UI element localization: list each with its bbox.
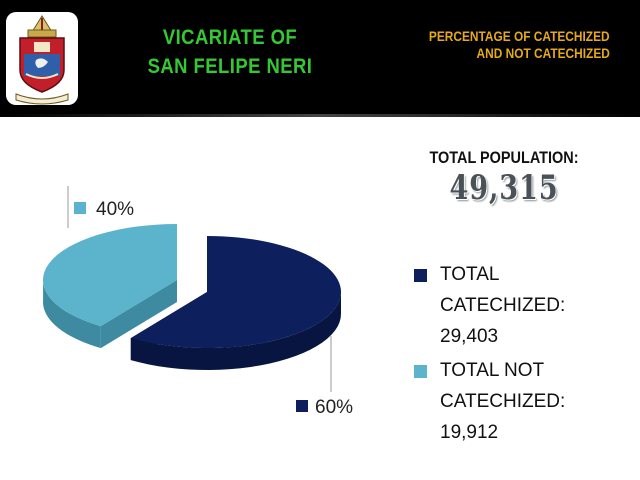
header-divider: [0, 114, 640, 117]
legend-swatch-catechized: [414, 269, 427, 282]
legend-not-catechized-line1: TOTAL NOT: [440, 360, 545, 381]
total-population-value: 49,315: [449, 168, 559, 208]
slide-header: VICARIATE OF SAN FELIPE NERI PERCENTAGE …: [0, 0, 640, 117]
pie-slice-side-catechized: [130, 291, 341, 370]
data-label-swatch-not-catechized: [74, 202, 86, 214]
pie-slice-not-catechized: [42, 224, 178, 327]
legend-catechized-line3: 29,403: [440, 326, 499, 347]
chart-subtitle-line1: PERCENTAGE OF CATECHIZED: [429, 28, 610, 44]
legend-catechized-line2: CATECHIZED:: [440, 295, 566, 316]
data-label-swatch-catechized: [296, 400, 308, 412]
chart-subtitle-line2: AND NOT CATECHIZED: [476, 45, 610, 61]
legend-item-catechized: TOTAL CATECHIZED: 29,403: [414, 259, 614, 352]
legend-not-catechized-line3: 19,912: [440, 422, 499, 443]
legend-catechized-line1: TOTAL: [440, 264, 500, 285]
pie-slice-side-not-catechized: [43, 277, 101, 349]
rcam-logo: [6, 12, 78, 105]
legend-swatch-not-catechized: [414, 365, 427, 378]
legend-item-not-catechized: TOTAL NOT CATECHIZED: 19,912: [414, 355, 614, 448]
pie-chart: 60% 40%: [42, 186, 353, 418]
data-label-catechized: 60%: [315, 397, 353, 418]
data-label-not-catechized: 40%: [96, 199, 134, 220]
vicariate-title-line2: SAN FELIPE NERI: [147, 55, 313, 78]
vicariate-title-line1: VICARIATE OF: [162, 26, 298, 49]
pie-slice-catechized: [130, 236, 341, 348]
pie-slice-cut-not-catechized-0: [100, 280, 177, 349]
legend-not-catechized-line2: CATECHIZED:: [440, 391, 566, 412]
total-population-label: TOTAL POPULATION:: [429, 148, 579, 167]
